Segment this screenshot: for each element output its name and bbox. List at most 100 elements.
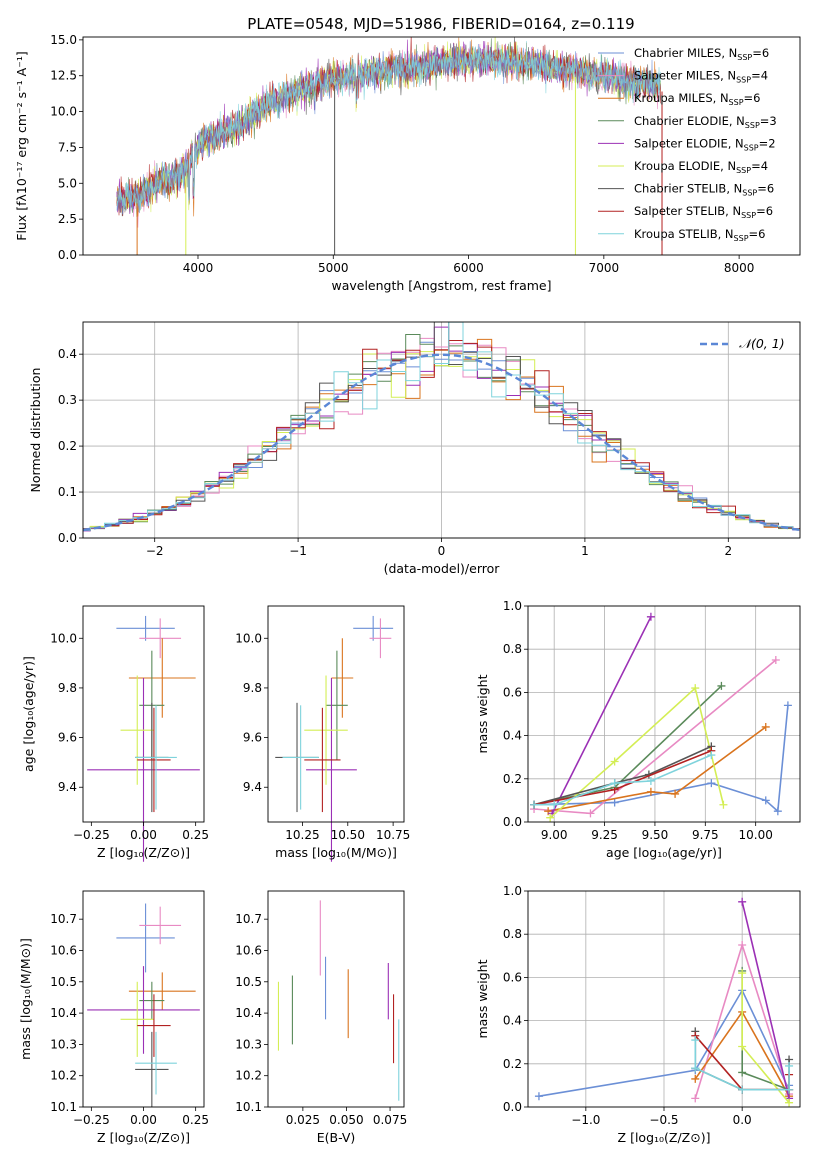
y-tick-label: 10.4 <box>50 1006 77 1020</box>
weight-line <box>533 705 789 813</box>
x-tick-label: −0.25 <box>73 1113 110 1127</box>
x-tick-label: 0.25 <box>182 1113 209 1127</box>
x-tick-label: 10.25 <box>285 828 319 842</box>
x-axis-label: wavelength [Angstrom, rest frame] <box>331 278 551 293</box>
y-tick-label: 9.6 <box>58 731 77 745</box>
weight-marker <box>785 1085 794 1094</box>
y-tick-label: 10.5 <box>235 975 262 989</box>
y-tick-label: 10.5 <box>50 975 77 989</box>
legend-label-n: =4 <box>751 69 768 83</box>
weight-line <box>741 901 790 1099</box>
x-tick-label: 0.00 <box>130 1113 157 1127</box>
y-tick-label: 10.6 <box>235 943 262 957</box>
y-tick-label: 9.4 <box>58 780 77 794</box>
legend-label-sub: SSP <box>736 76 751 85</box>
mass-vs-ebv-panel: 0.025 0.050 0.075 10.1 10.2 10.3 10.4 10.5 10.6 1… <box>235 890 407 1145</box>
x-axis-label: Z [log₁₀(Z/Z⊙)] <box>97 845 190 860</box>
weight-marker <box>610 779 619 788</box>
axes-frame <box>82 36 801 256</box>
y-tick-label: 10.0 <box>50 105 77 119</box>
legend-label-sub: SSP <box>736 166 751 175</box>
y-tick-label: 0.0 <box>58 531 77 545</box>
x-axis-label: Z [log₁₀(Z/Z⊙)] <box>618 1130 711 1145</box>
weight-marker <box>707 751 716 760</box>
y-tick-label: 10.6 <box>50 943 77 957</box>
weight-marker <box>783 701 792 710</box>
legend-label-sub: SSP <box>737 53 752 62</box>
x-tick-label: 0.025 <box>286 1113 320 1127</box>
weight-line <box>547 726 767 812</box>
legend-label-n: =6 <box>744 91 761 105</box>
y-tick-label: 0.8 <box>503 642 522 656</box>
x-axis-label: (data-model)/error <box>384 561 501 576</box>
x-tick-label: 9.00 <box>541 828 568 842</box>
y-tick-label: 10.2 <box>50 1069 77 1083</box>
weight-marker <box>738 1042 747 1051</box>
legend-label-sub: SSP <box>745 121 760 130</box>
histogram-step <box>83 337 800 531</box>
legend-label: Salpeter MILES, NSSP=4 <box>634 69 768 85</box>
x-axis-label: E(B-V) <box>317 1130 356 1145</box>
x-tick-label: 8000 <box>724 261 755 275</box>
y-tick-label: 9.8 <box>243 681 262 695</box>
legend-label-text: Chabrier MILES, N <box>634 46 737 60</box>
x-tick-label: 0.25 <box>182 828 209 842</box>
weight-marker <box>717 681 726 690</box>
weight-marker <box>771 656 780 664</box>
x-axis-label: Z [log₁₀(Z/Z⊙)] <box>97 1130 190 1145</box>
legend-label-n: =6 <box>756 204 773 218</box>
y-tick-label: 9.6 <box>243 731 262 745</box>
histograms <box>83 322 800 532</box>
x-tick-label: 7000 <box>589 261 620 275</box>
y-tick-label: 10.0 <box>235 631 262 645</box>
legend-label-n: =2 <box>759 136 776 150</box>
y-tick-label: 10.4 <box>235 1006 262 1020</box>
y-axis-label: mass [log₁₀(M/M⊙)] <box>18 938 33 1060</box>
weight-marker <box>544 807 553 816</box>
x-tick-label: −1.0 <box>571 1113 600 1127</box>
x-axis-label: mass [log₁₀(M/M⊙)] <box>275 845 397 860</box>
y-tick-label: 10.0 <box>50 631 77 645</box>
age-vs-mass-panel: 10.25 10.50 10.75 9.4 9.6 9.8 10.0 mass [log₁₀(… <box>235 605 410 862</box>
y-tick-label: 10.3 <box>235 1037 262 1051</box>
x-tick-label: 2 <box>724 544 732 558</box>
legend-label-text: Chabrier ELODIE, N <box>634 114 745 128</box>
weight-marker <box>691 1094 700 1103</box>
weight-marker <box>534 1092 543 1101</box>
y-tick-label: 2.5 <box>58 212 77 226</box>
weight-marker <box>610 798 619 807</box>
x-tick-label: 6000 <box>453 261 484 275</box>
weight-marker <box>738 941 747 949</box>
legend-label-n: =6 <box>749 227 766 241</box>
x-tick-label: 0.0 <box>733 1113 752 1127</box>
y-tick-label: 10.7 <box>50 912 77 926</box>
normal-curve <box>83 353 800 532</box>
legend-label-text: Kroupa MILES, N <box>634 91 729 105</box>
y-tick-label: 0.3 <box>58 393 77 407</box>
x-tick-label: −1 <box>289 544 307 558</box>
x-tick-label: 9.75 <box>692 828 719 842</box>
weight-marker <box>646 612 655 621</box>
y-tick-label: 0.4 <box>503 729 522 743</box>
weight-marker <box>738 969 747 978</box>
legend-label-sub: SSP <box>729 98 744 107</box>
weight-marker <box>785 1098 794 1107</box>
weight-marker <box>719 800 728 809</box>
weight-marker <box>610 757 619 766</box>
y-tick-label: 9.4 <box>243 780 262 794</box>
x-tick-label: 9.25 <box>591 828 618 842</box>
legend-label-n: =6 <box>757 182 774 196</box>
legend-label: Chabrier MILES, NSSP=6 <box>634 46 769 62</box>
legend-label: 𝒩(0, 1) <box>739 336 785 351</box>
legend-label-sub: SSP <box>742 189 757 198</box>
y-tick-label: 1.0 <box>503 884 522 898</box>
weight-marker <box>646 776 655 785</box>
mass-vs-metallicity-panel: −0.25 0.00 0.25 10.1 10.2 10.3 10.4 10.5 10.6 10.… <box>18 890 209 1145</box>
weight-marker <box>546 813 555 822</box>
y-tick-label: 10.3 <box>50 1037 77 1051</box>
weight-marker <box>738 1085 747 1094</box>
weight-marker <box>646 787 655 796</box>
weight-vs-age-panel: 9.00 9.25 9.50 9.75 10.00 0.0 0.2 0.4 0.6 0.8 1.0 a… <box>475 599 801 860</box>
